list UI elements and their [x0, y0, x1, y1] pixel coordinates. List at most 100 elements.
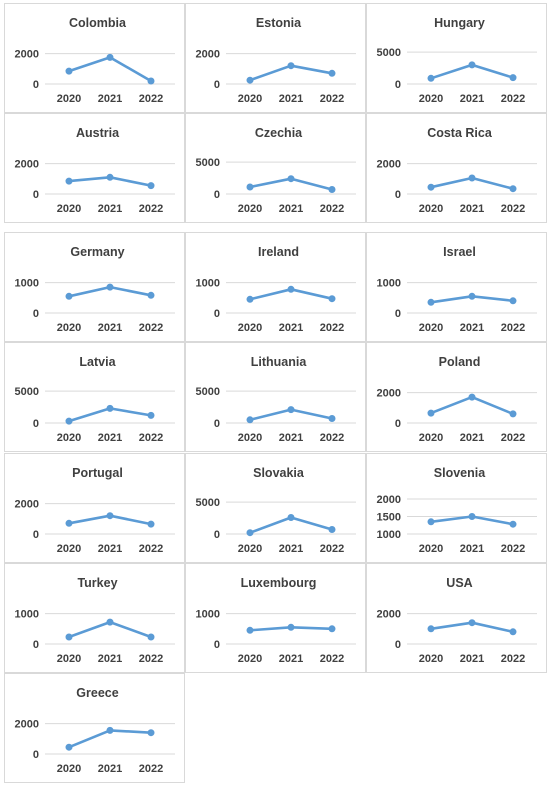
x-tick-label: 2020 — [419, 653, 443, 665]
data-point — [328, 526, 336, 533]
y-tick-label: 0 — [395, 308, 401, 320]
data-point — [246, 416, 254, 424]
x-tick-label: 2022 — [320, 93, 344, 105]
chart-title: Colombia — [69, 16, 127, 30]
x-tick-label: 2022 — [501, 432, 525, 444]
x-tick-label: 2022 — [501, 322, 525, 334]
y-tick-label: 0 — [214, 418, 220, 430]
chart-panel-hungary: Hungary 0 5000 2020 2021 2022 — [366, 3, 547, 113]
data-point — [147, 411, 155, 419]
y-tick-label: 0 — [33, 189, 39, 201]
chart-title: Slovakia — [253, 466, 305, 480]
chart-panel-israel: Israel 0 1000 2020 2021 2022 — [366, 232, 547, 342]
data-point — [427, 74, 435, 82]
x-tick-label: 2020 — [419, 93, 443, 105]
data-point — [427, 518, 435, 526]
x-tick-label: 2022 — [139, 763, 163, 775]
data-point — [468, 393, 476, 401]
data-point — [328, 186, 336, 193]
line-chart: Slovenia 1000 1500 2000 2020 2021 2022 — [377, 466, 537, 555]
chart-panel-usa: USA 0 2000 2020 2021 2022 — [366, 563, 547, 673]
data-point — [509, 74, 517, 82]
x-tick-label: 2022 — [139, 543, 163, 555]
data-point — [246, 183, 254, 191]
x-tick-label: 2021 — [279, 432, 303, 444]
y-tick-label: 2000 — [15, 499, 39, 511]
x-tick-label: 2022 — [320, 653, 344, 665]
y-tick-label: 0 — [214, 189, 220, 201]
chart-panel-turkey: Turkey 0 1000 2020 2021 2022 — [4, 563, 185, 673]
data-point — [468, 619, 476, 627]
x-tick-label: 2020 — [238, 322, 262, 334]
data-point — [106, 618, 114, 626]
x-tick-label: 2020 — [57, 203, 81, 215]
data-point — [246, 529, 254, 537]
line-chart: Colombia 0 2000 2020 2021 2022 — [15, 16, 175, 105]
chart-title: Estonia — [256, 16, 302, 30]
data-point — [328, 415, 336, 422]
chart-title: Portugal — [72, 466, 123, 480]
data-point — [246, 295, 254, 303]
x-tick-label: 2021 — [98, 432, 122, 444]
x-tick-label: 2020 — [419, 543, 443, 555]
x-tick-label: 2021 — [279, 93, 303, 105]
line-chart: Greece 0 2000 2020 2021 2022 — [15, 686, 175, 775]
data-point — [106, 53, 114, 61]
data-point — [427, 409, 435, 417]
chart-panel-austria: Austria 0 2000 2020 2021 2022 — [4, 113, 185, 223]
y-tick-label: 2000 — [15, 719, 39, 731]
chart-panel-slovenia: Slovenia 1000 1500 2000 2020 2021 2022 — [366, 453, 547, 563]
x-tick-label: 2022 — [320, 203, 344, 215]
y-tick-label: 1000 — [377, 529, 401, 541]
x-tick-label: 2021 — [98, 203, 122, 215]
data-point — [509, 410, 517, 418]
chart-title: Czechia — [255, 126, 303, 140]
y-tick-label: 5000 — [196, 157, 220, 169]
y-tick-label: 0 — [214, 308, 220, 320]
x-tick-label: 2021 — [279, 543, 303, 555]
x-tick-label: 2021 — [460, 203, 484, 215]
x-tick-label: 2021 — [460, 543, 484, 555]
chart-panel-costa-rica: Costa Rica 0 2000 2020 2021 2022 — [366, 113, 547, 223]
data-point — [246, 626, 254, 634]
chart-panel-ireland: Ireland 0 1000 2020 2021 2022 — [185, 232, 366, 342]
chart-panel-germany: Germany 0 1000 2020 2021 2022 — [4, 232, 185, 342]
x-tick-label: 2021 — [98, 763, 122, 775]
x-tick-label: 2020 — [57, 653, 81, 665]
data-point — [246, 76, 254, 84]
x-tick-label: 2020 — [57, 543, 81, 555]
data-point — [65, 633, 73, 641]
data-point — [427, 183, 435, 191]
data-point — [147, 520, 155, 528]
line-chart: Austria 0 2000 2020 2021 2022 — [15, 126, 175, 215]
data-point — [287, 175, 295, 183]
y-tick-label: 1000 — [196, 278, 220, 290]
data-point — [328, 625, 336, 633]
x-tick-label: 2021 — [98, 93, 122, 105]
x-tick-label: 2020 — [419, 432, 443, 444]
data-point — [65, 292, 73, 300]
chart-panel-poland: Poland 0 2000 2020 2021 2022 — [366, 342, 547, 452]
chart-panel-slovakia: Slovakia 0 5000 2020 2021 2022 — [185, 453, 366, 563]
chart-title: Greece — [76, 686, 118, 700]
data-point — [65, 67, 73, 75]
y-tick-label: 0 — [33, 529, 39, 541]
line-chart: Lithuania 0 5000 2020 2021 2022 — [196, 355, 356, 444]
line-chart: Estonia 0 2000 2020 2021 2022 — [196, 16, 356, 105]
x-tick-label: 2020 — [238, 432, 262, 444]
y-tick-label: 0 — [33, 639, 39, 651]
y-tick-label: 0 — [33, 308, 39, 320]
line-chart: Ireland 0 1000 2020 2021 2022 — [196, 245, 356, 334]
data-point — [287, 514, 295, 521]
x-tick-label: 2022 — [139, 93, 163, 105]
line-chart: Slovakia 0 5000 2020 2021 2022 — [196, 466, 356, 555]
chart-title: Austria — [76, 126, 120, 140]
y-tick-label: 0 — [395, 639, 401, 651]
x-tick-label: 2021 — [460, 93, 484, 105]
x-tick-label: 2022 — [139, 653, 163, 665]
data-point — [328, 69, 336, 77]
y-tick-label: 2000 — [15, 159, 39, 171]
chart-panel-lithuania: Lithuania 0 5000 2020 2021 2022 — [185, 342, 366, 452]
data-point — [509, 628, 517, 636]
data-point — [106, 726, 114, 734]
